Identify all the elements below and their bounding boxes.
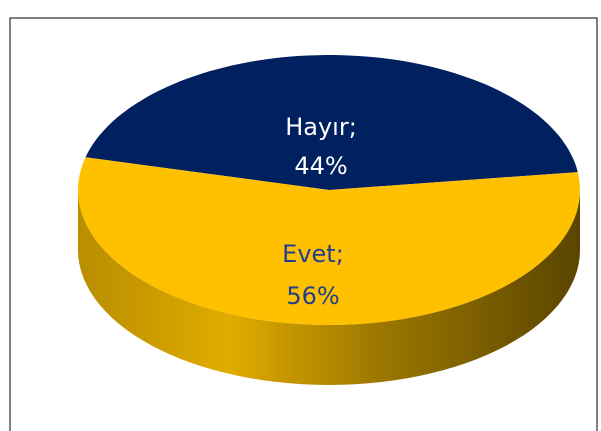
pie-side — [78, 190, 580, 385]
slice-value-label: 44% — [294, 152, 347, 180]
slice-category-label: Hayır; — [285, 113, 357, 141]
pie-slice — [85, 55, 578, 190]
slice-value-label: 56% — [286, 282, 339, 310]
chart-frame — [9, 17, 598, 431]
pie-slice — [78, 157, 580, 325]
slice-category-label: Evet; — [282, 240, 344, 268]
